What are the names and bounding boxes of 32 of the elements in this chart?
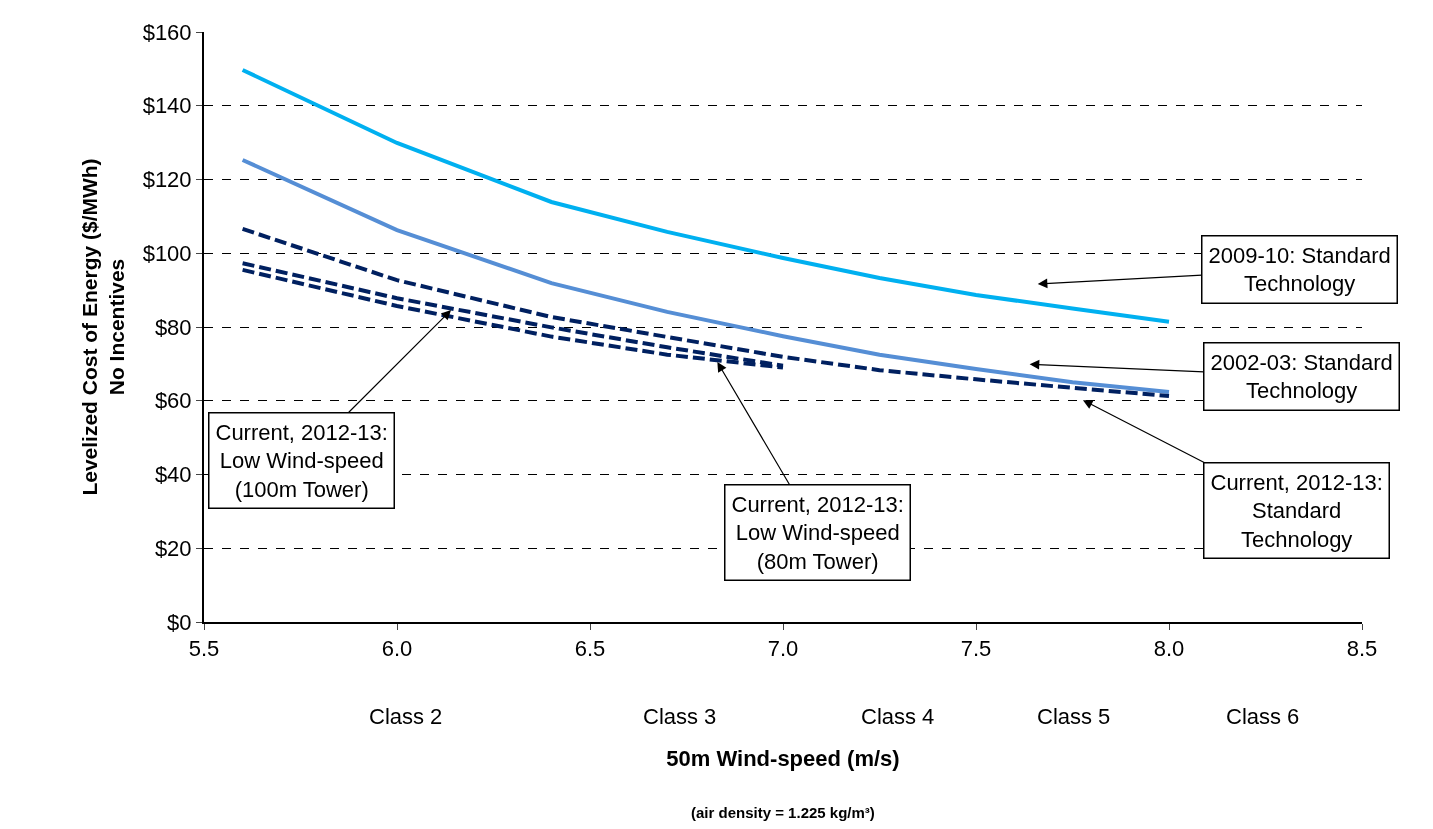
annotation: Current, 2012-13: Standard Technology	[1210, 469, 1383, 552]
x-tick-label: 6.5	[574, 636, 606, 662]
annotation: 2009-10: Standard Technology	[1208, 242, 1391, 297]
y-tick-label: $40	[154, 462, 192, 488]
x-tick-label: 8.0	[1153, 636, 1185, 662]
y-tick-label: $120	[142, 167, 192, 193]
text: Class 2	[369, 704, 443, 729]
line-series	[240, 67, 1171, 324]
x-tick-label: 7.5	[960, 636, 992, 662]
text: Class 5	[1037, 704, 1111, 729]
y-tick-label: $80	[154, 314, 192, 340]
x-tick-label: 5.5	[188, 636, 220, 662]
text: Class 6	[1226, 704, 1300, 729]
line-series	[240, 226, 1171, 398]
x-tick-label: 7.0	[767, 636, 799, 662]
text: (air density = 1.225 kg/m³)	[691, 804, 875, 821]
line-series	[240, 157, 1171, 394]
y-axis-title: Levelized Cost of Energy ($/MWh) No Incentives	[78, 158, 129, 496]
annotation: Current, 2012-13: Low Wind-speed (80m Tower)	[731, 491, 904, 574]
annotation: Current, 2012-13: Low Wind-speed (100m Tower)	[215, 419, 388, 502]
x-axis-title: 50m Wind-speed (m/s)	[666, 745, 900, 771]
y-tick-label: $20	[154, 535, 192, 561]
y-tick-label: $0	[167, 609, 192, 635]
text: Class 4	[861, 704, 935, 729]
x-tick-label: 8.5	[1346, 636, 1378, 662]
y-tick-label: $160	[142, 19, 192, 45]
annotation: 2002-03: Standard Technology	[1210, 349, 1393, 404]
x-tick-label: 6.0	[381, 636, 413, 662]
y-tick-label: $100	[142, 240, 192, 266]
text: Class 3	[643, 704, 717, 729]
y-tick-label: $140	[142, 93, 192, 119]
y-tick-label: $60	[154, 388, 192, 414]
